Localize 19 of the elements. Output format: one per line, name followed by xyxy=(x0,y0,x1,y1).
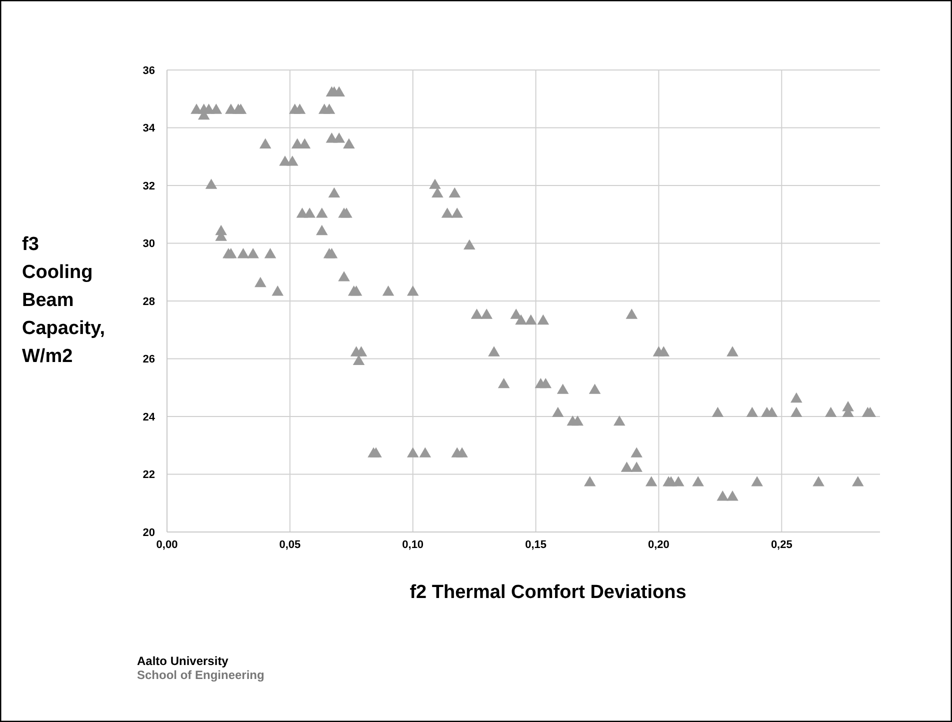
text: Aalto University xyxy=(137,654,229,668)
y-tick-label: 24 xyxy=(142,411,156,424)
text: School of Engineering xyxy=(137,668,264,682)
x-tick-label: 0,00 xyxy=(156,539,178,551)
y-tick-label: 20 xyxy=(142,526,155,539)
x-tick-label: 0,05 xyxy=(279,539,301,551)
x-tick-label: 0,25 xyxy=(770,539,792,551)
y-axis-title: f3 Cooling Beam Capacity, W/m2 xyxy=(22,234,106,367)
x-tick-label: 0,20 xyxy=(648,539,670,551)
x-tick-label: 0,10 xyxy=(402,539,424,551)
x-axis-title: f2 Thermal Comfort Deviations xyxy=(410,582,686,603)
y-tick-label: 32 xyxy=(142,180,155,192)
y-tick-label: 30 xyxy=(142,238,155,250)
y-tick-label: 26 xyxy=(142,354,155,366)
y-tick-label: 36 xyxy=(142,64,155,77)
x-tick-label: 0,15 xyxy=(525,539,547,551)
y-tick-label: 22 xyxy=(142,469,155,482)
y-tick-label: 28 xyxy=(142,296,155,308)
y-tick-label: 34 xyxy=(142,122,156,135)
